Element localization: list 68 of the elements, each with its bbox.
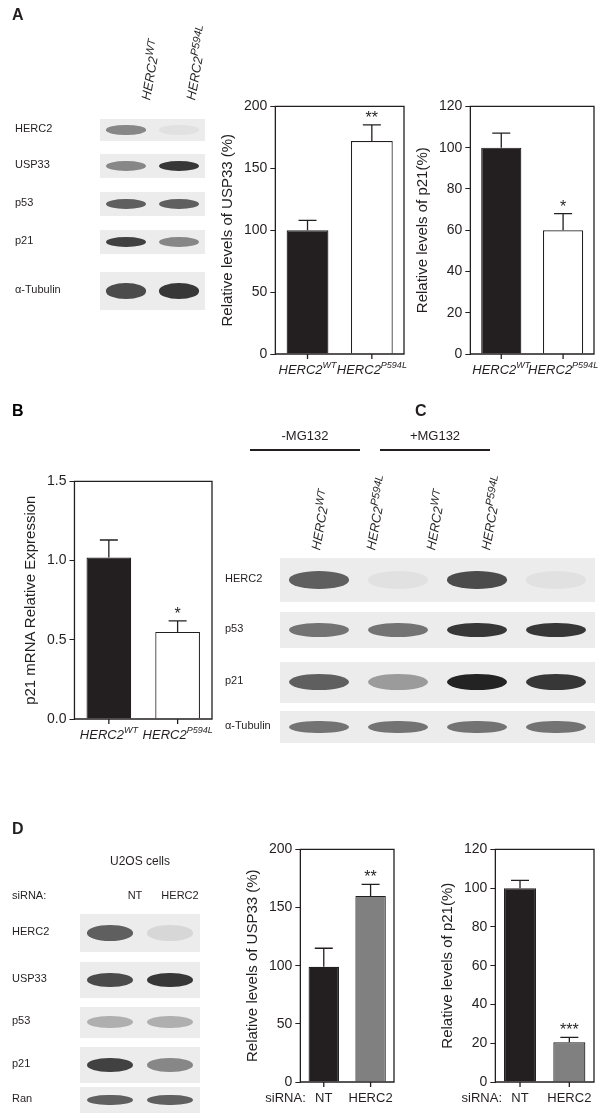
category-label: p21 — [15, 234, 34, 246]
y-tick-label: 150 — [244, 159, 268, 176]
y-tick-label: 0 — [454, 344, 463, 361]
annotation: * — [174, 604, 181, 622]
text: D — [12, 820, 24, 838]
x-tick-label: HERC2 — [547, 1090, 592, 1105]
annotation: *** — [560, 1021, 579, 1039]
y-tick-label: 40 — [446, 262, 463, 279]
category-label: p21 — [12, 1057, 31, 1069]
y-tick-label: 150 — [269, 898, 293, 915]
x-tick-label: HERC2 — [348, 1090, 393, 1105]
y-tick-label: 100 — [439, 138, 463, 155]
text: C — [415, 402, 427, 420]
category-label: p21 — [225, 674, 244, 686]
x-axis-title: siRNA: — [265, 1090, 306, 1105]
category-label: p53 — [225, 622, 244, 634]
y-tick-label: 0.5 — [46, 630, 67, 647]
y-tick-label: 100 — [269, 956, 293, 973]
y-tick-label: 50 — [276, 1014, 293, 1031]
y-tick-label: 1.5 — [46, 472, 67, 489]
y-tick-label: 1.0 — [46, 551, 67, 568]
y-tick-label: 50 — [251, 282, 268, 299]
y-tick-label: 0.0 — [46, 709, 67, 726]
y-tick-label: 100 — [464, 879, 488, 896]
y-tick-label: 0 — [284, 1072, 293, 1089]
y-tick-label: 120 — [464, 840, 488, 857]
y-tick-label: 60 — [446, 221, 463, 238]
annotation: ** — [365, 108, 379, 126]
y-tick-label: 60 — [471, 956, 488, 973]
text: +MG132 — [408, 428, 462, 445]
category-label: p53 — [12, 1014, 31, 1026]
category-label: USP33 — [12, 972, 47, 984]
y-tick-label: 80 — [446, 179, 463, 196]
y-axis-title: Relative levels of p21(%) — [438, 882, 456, 1049]
y-tick-label: 80 — [471, 917, 488, 934]
category-label: USP33 — [15, 158, 50, 170]
text: U2OS cells — [109, 854, 171, 868]
y-tick-label: 100 — [244, 221, 268, 238]
y-axis-title: p21 mRNA Relative Expression — [21, 495, 39, 705]
y-tick-label: 0 — [259, 344, 268, 361]
category-label: p53 — [15, 196, 34, 208]
category-label: NT — [127, 889, 143, 901]
x-tick-label: NT — [511, 1090, 529, 1105]
category-label: α-Tubulin — [225, 719, 271, 731]
category-label: Ran — [12, 1092, 33, 1104]
category-label: α-Tubulin — [15, 283, 61, 295]
text: siRNA: — [12, 889, 47, 901]
y-tick-label: 200 — [269, 840, 293, 857]
text: -MG132 — [280, 428, 330, 445]
x-tick-label: NT — [315, 1090, 333, 1105]
y-tick-label: 40 — [471, 995, 488, 1012]
text: A — [12, 6, 24, 24]
y-tick-label: 120 — [439, 97, 463, 114]
category-label: HERC2 — [161, 889, 199, 901]
y-axis-title: Relative levels of USP33 (%) — [218, 133, 236, 327]
category-label: HERC2 — [225, 572, 263, 584]
y-axis-title: Relative levels of p21(%) — [413, 147, 431, 314]
y-tick-label: 20 — [446, 303, 463, 320]
y-axis-title: Relative levels of USP33 (%) — [243, 869, 261, 1062]
y-tick-label: 0 — [479, 1072, 488, 1089]
chart-title: B — [12, 402, 24, 420]
category-label: HERC2 — [12, 925, 50, 937]
x-axis-title: siRNA: — [461, 1090, 503, 1105]
y-tick-label: 20 — [471, 1034, 488, 1051]
y-tick-label: 200 — [244, 97, 268, 114]
category-label: HERC2 — [15, 122, 53, 134]
annotation: ** — [364, 868, 377, 886]
annotation: * — [559, 197, 567, 215]
